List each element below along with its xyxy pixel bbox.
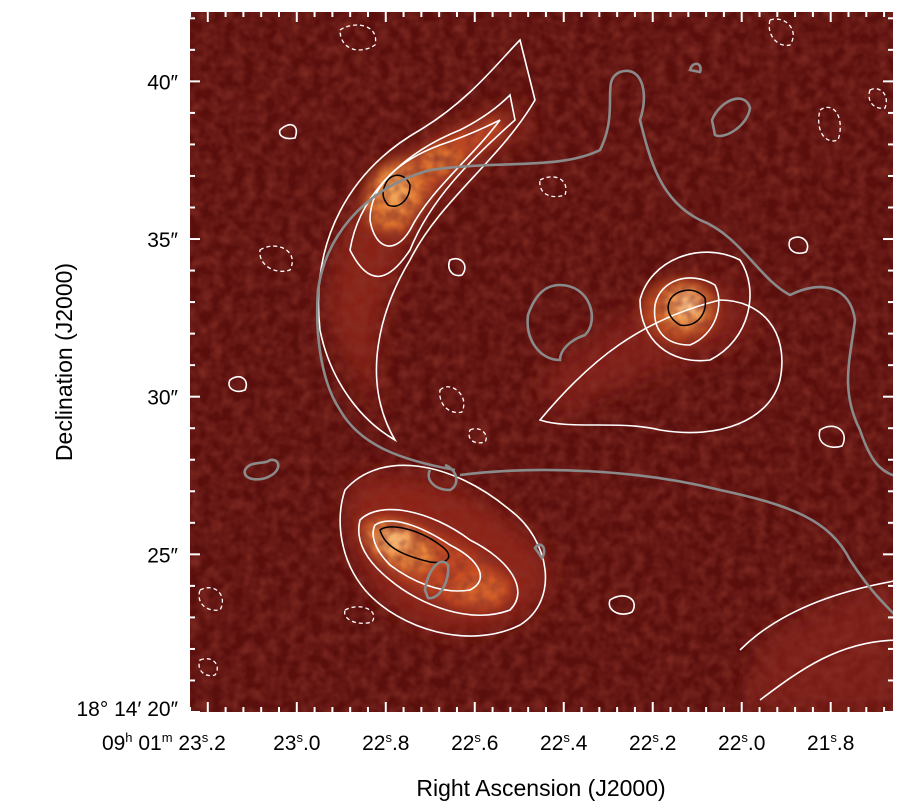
y-tick-label: 30″ <box>147 387 178 410</box>
x-tick-label: 22s.6 <box>451 730 498 755</box>
y-tick-label: 25″ <box>147 544 178 567</box>
x-tick-label: 22s.0 <box>718 730 765 755</box>
y-axis-label: Declination (J2000) <box>51 263 77 461</box>
noise-texture <box>190 12 893 712</box>
x-tick-label: 21s.8 <box>807 730 854 755</box>
x-tick-label: 22s.4 <box>540 730 588 755</box>
high-level-contours <box>379 174 707 564</box>
x-tick-labels: 09h 01m 23s.2 23s.0 22s.8 22s.6 22s.4 22s.2 22… <box>102 730 854 755</box>
x-tick-label: 22s.8 <box>362 730 409 755</box>
y-tick-label: 35″ <box>147 229 178 252</box>
x-tick-label: 09h 01m 23s.2 <box>102 730 226 755</box>
axis-ticks <box>189 12 893 713</box>
x-tick-label: 23s.0 <box>273 730 320 755</box>
y-tick-label: 18° 14′ 20″ <box>76 698 178 721</box>
overlay-contour-gray <box>243 62 893 615</box>
negative-contours <box>198 18 887 677</box>
x-axis-label: Right Ascension (J2000) <box>416 775 665 801</box>
y-tick-label: 40″ <box>147 71 178 94</box>
positive-contours <box>228 38 893 701</box>
x-tick-label: 22s.2 <box>629 730 676 755</box>
image-area <box>190 12 893 712</box>
y-tick-labels: 18° 14′ 20″ 25″ 30″ 35″ 40″ <box>76 71 178 721</box>
